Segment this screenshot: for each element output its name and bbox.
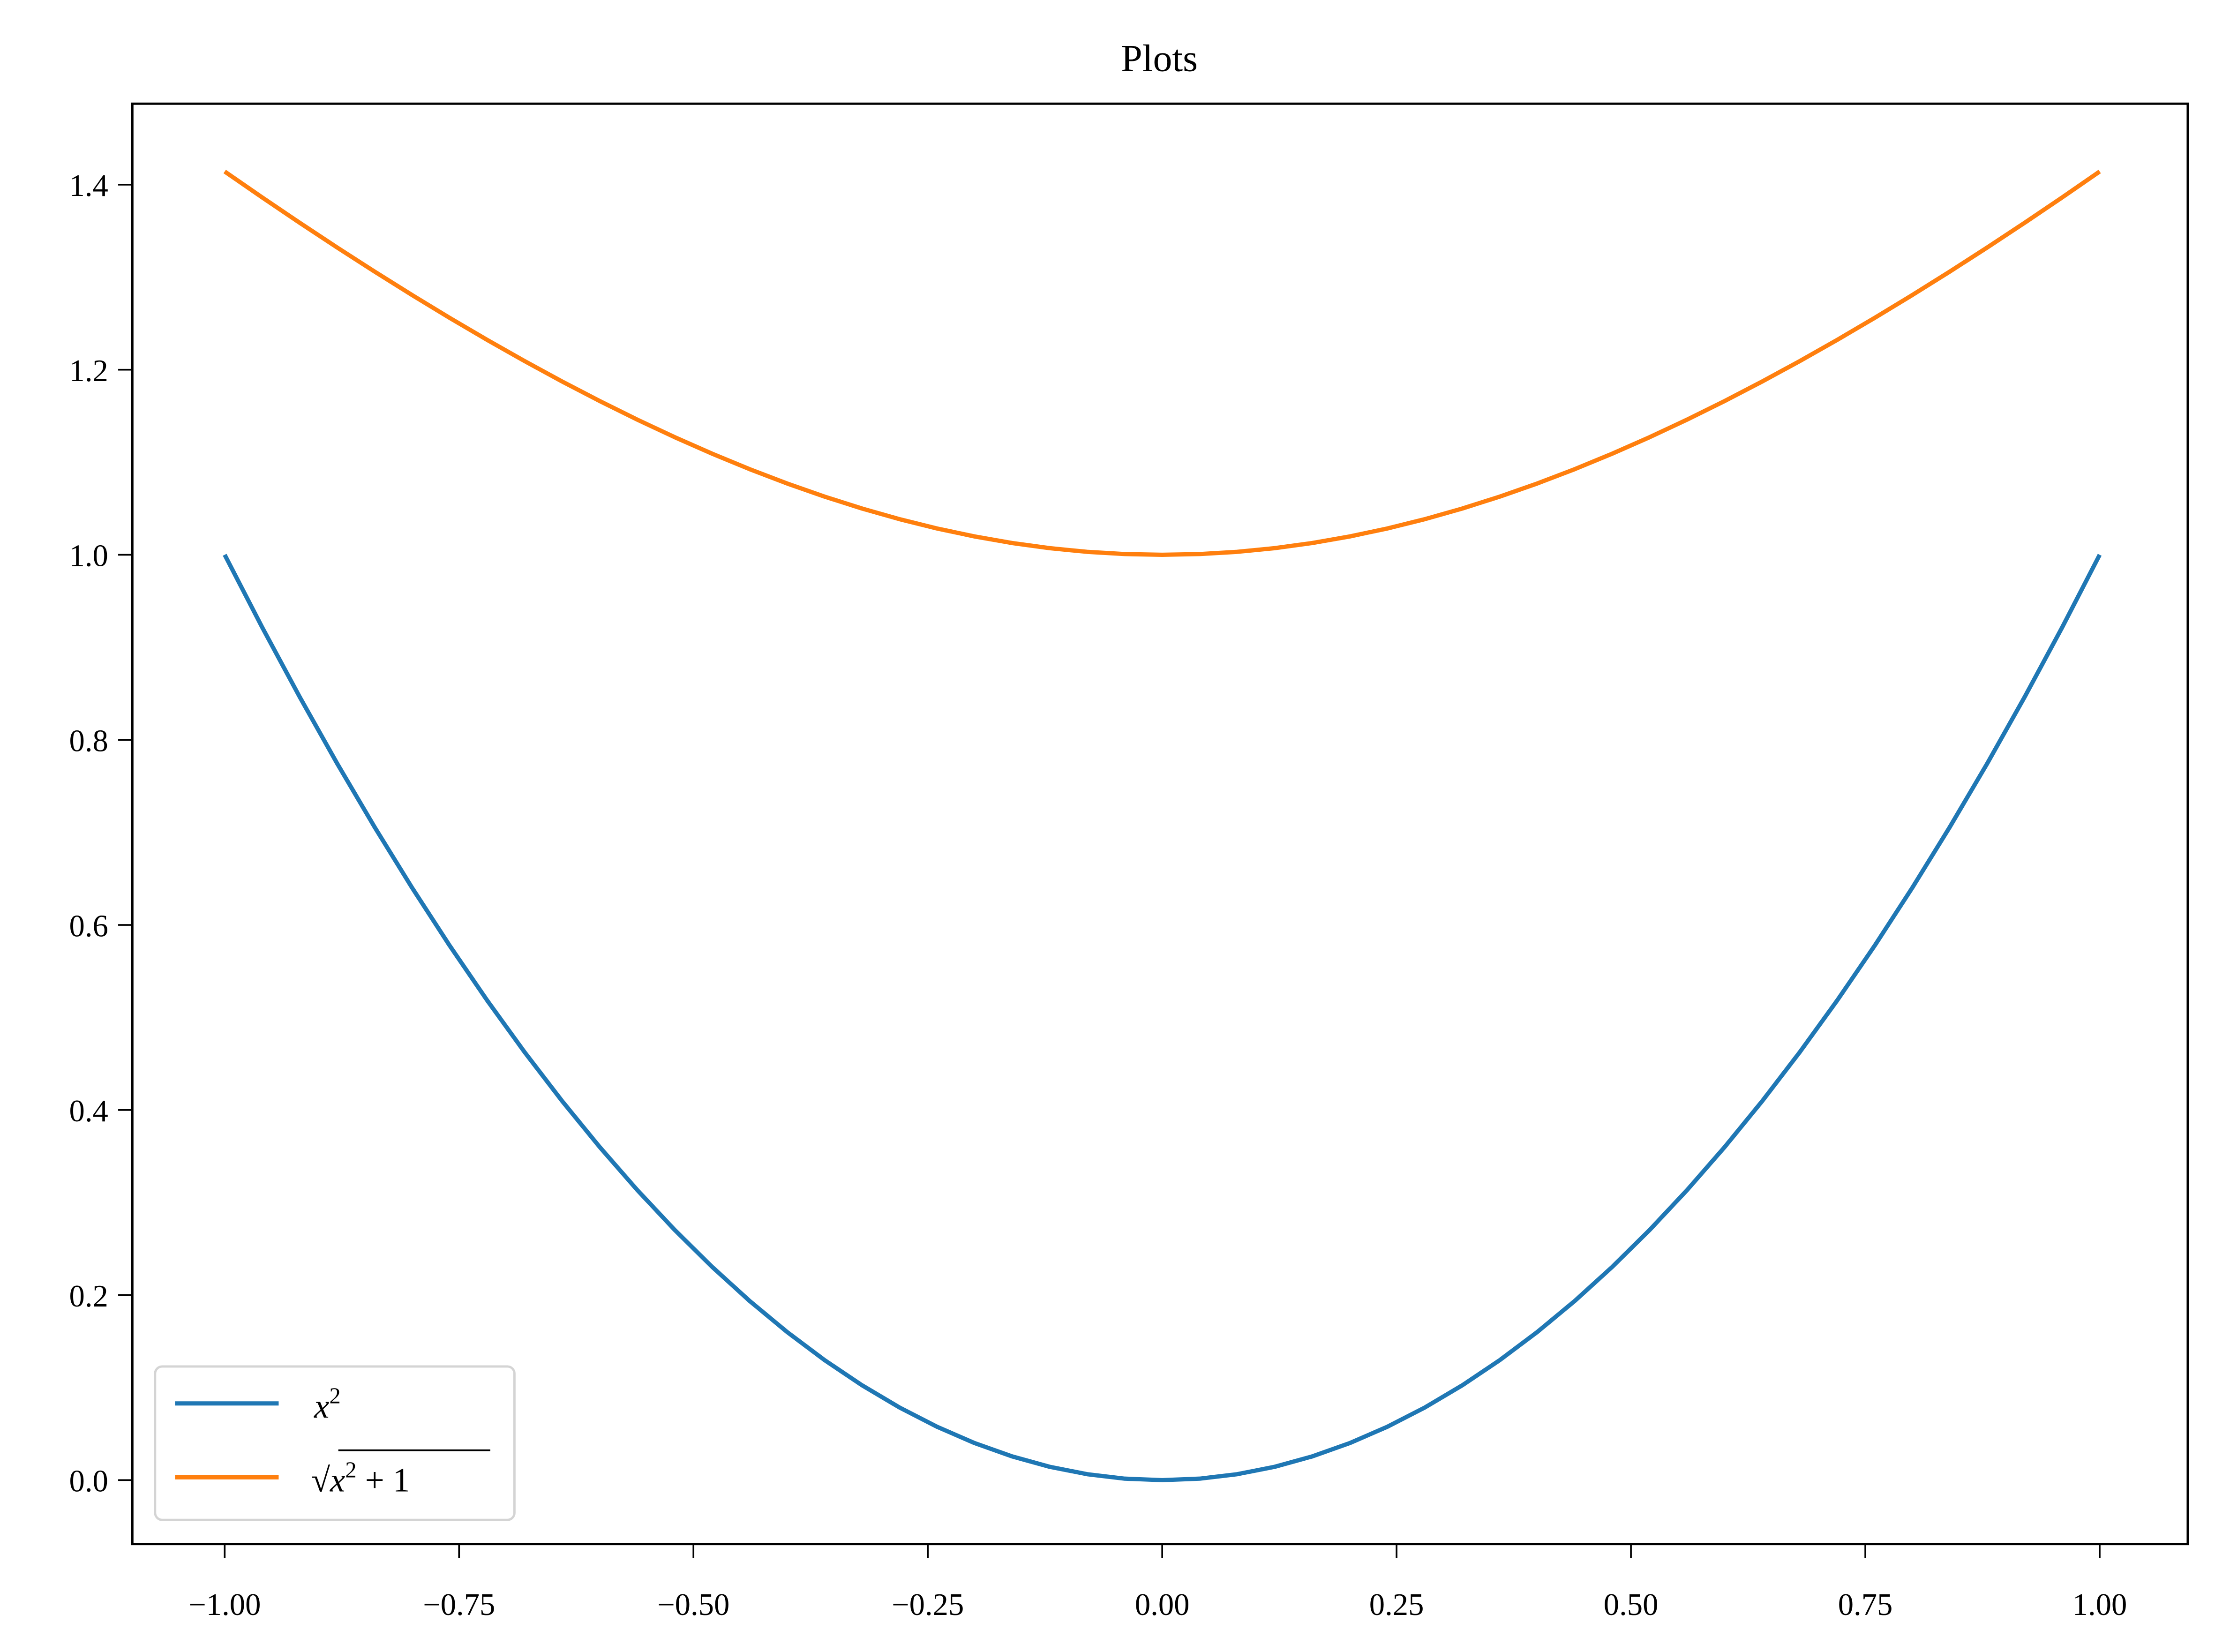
legend: x2 √x2 + 1 [154,1365,516,1521]
x-tick-label: −0.75 [423,1588,495,1622]
x-tick-label: 0.25 [1369,1588,1424,1622]
y-tick-label: 0.8 [69,724,108,758]
y-tick-label: 1.0 [69,539,108,573]
x-tick-label: −1.00 [188,1588,261,1622]
x-axis: −1.00 −0.75 −0.50 −0.25 0.00 0.25 0.50 0.75 1.00 [188,1544,2127,1622]
legend-label-x-squared: x2 [314,1384,341,1425]
y-axis: 0.0 0.2 0.4 0.6 0.8 1.0 1.2 1.4 [69,169,133,1499]
y-tick-label: 1.2 [69,354,108,388]
y-tick-label: 1.4 [69,169,108,203]
plot-area [223,170,2102,1482]
x-tick-label: 0.75 [1838,1588,1893,1622]
x-tick-label: 0.00 [1135,1588,1190,1622]
chart-title: Plots [1121,37,1198,80]
x-tick-label: 0.50 [1604,1588,1659,1622]
x-tick-label: −0.25 [892,1588,964,1622]
series-line-sqrt-x-squared-plus-one [223,170,2101,557]
x-tick-label: −0.50 [657,1588,729,1622]
y-tick-label: 0.4 [69,1094,108,1128]
axes-frame [131,102,2189,1546]
y-tick-label: 0.6 [69,909,108,943]
x-tick-label: 1.00 [2072,1588,2127,1622]
series-line-x-squared [223,554,2102,1482]
y-tick-label: 0.2 [69,1279,108,1314]
legend-label-sqrt: √x2 + 1 [311,1457,410,1499]
y-tick-label: 0.0 [69,1464,108,1499]
